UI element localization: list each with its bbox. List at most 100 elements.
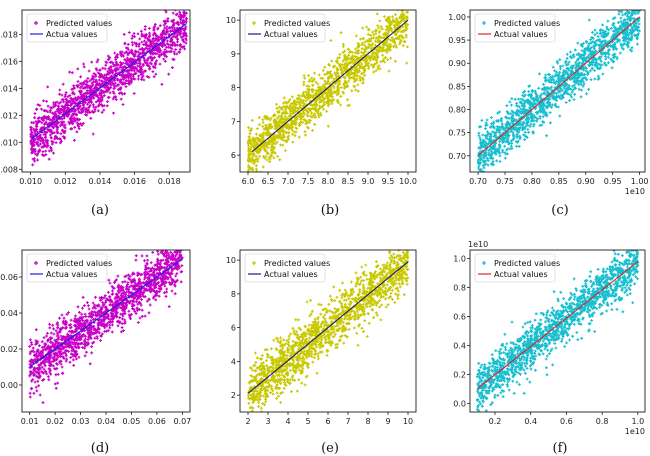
predicted-point [272, 114, 275, 118]
predicted-point [531, 113, 535, 117]
predicted-point [282, 96, 286, 100]
predicted-point [321, 77, 324, 80]
predicted-point [326, 100, 330, 104]
predicted-point [570, 95, 573, 99]
predicted-point [312, 112, 316, 116]
predicted-point [69, 104, 72, 107]
predicted-point [83, 80, 86, 84]
predicted-point [43, 109, 47, 112]
predicted-point [121, 76, 125, 79]
predicted-point [68, 360, 72, 364]
predicted-point [141, 74, 145, 78]
predicted-point [384, 56, 387, 59]
predicted-point [280, 126, 284, 130]
predicted-point [313, 123, 317, 126]
predicted-point [343, 86, 346, 90]
predicted-point [602, 51, 605, 55]
predicted-point [307, 121, 311, 124]
predicted-point [29, 139, 33, 143]
predicted-point [505, 104, 509, 108]
predicted-point [160, 82, 164, 86]
predicted-point [104, 63, 108, 67]
predicted-point [482, 156, 486, 160]
predicted-point [293, 116, 297, 120]
predicted-point [107, 57, 111, 61]
predicted-point [30, 149, 34, 152]
predicted-point [582, 56, 586, 60]
predicted-point [292, 99, 296, 103]
predicted-point [567, 69, 571, 72]
predicted-point [121, 103, 125, 106]
predicted-point [304, 122, 308, 126]
predicted-point [637, 26, 640, 29]
predicted-point [478, 146, 482, 150]
predicted-point [545, 101, 549, 105]
predicted-point [625, 25, 628, 28]
predicted-point [176, 22, 180, 26]
predicted-point [122, 66, 125, 69]
predicted-point [574, 66, 578, 70]
predicted-point [151, 33, 155, 37]
predicted-point [522, 103, 526, 107]
predicted-point [348, 51, 351, 54]
predicted-point [111, 97, 115, 101]
predicted-point [287, 137, 290, 141]
predicted-point [281, 138, 285, 142]
predicted-point [144, 69, 147, 73]
y-tick-label: 7 [231, 117, 236, 126]
predicted-point [521, 123, 525, 127]
predicted-point [394, 44, 398, 47]
predicted-point [586, 49, 590, 52]
predicted-point [634, 6, 637, 9]
predicted-point [285, 104, 289, 108]
predicted-point [61, 98, 65, 102]
predicted-point [152, 49, 156, 52]
predicted-point [394, 13, 397, 16]
x-tick-label: 7.0 [282, 177, 295, 186]
predicted-point [564, 101, 568, 104]
predicted-point [251, 168, 255, 172]
predicted-point [523, 93, 527, 97]
predicted-point [143, 28, 147, 31]
predicted-point [582, 77, 585, 80]
predicted-point [112, 87, 116, 90]
predicted-point [535, 93, 538, 97]
predicted-point [172, 247, 175, 250]
predicted-point [290, 102, 293, 105]
predicted-point [617, 27, 621, 31]
predicted-point [59, 124, 62, 128]
predicted-point [577, 87, 581, 91]
predicted-point [371, 30, 374, 34]
predicted-point [580, 88, 583, 92]
predicted-point [538, 115, 542, 118]
predicted-point [626, 43, 630, 47]
predicted-point [310, 94, 314, 98]
predicted-point [508, 147, 512, 151]
predicted-point [500, 119, 503, 123]
legend-marker-predicted [482, 21, 486, 25]
predicted-point [58, 111, 62, 115]
predicted-point [506, 126, 509, 129]
predicted-point [63, 123, 67, 127]
predicted-point [95, 335, 99, 338]
predicted-point [621, 13, 625, 17]
predicted-point [623, 34, 627, 38]
predicted-point [484, 162, 488, 166]
predicted-point [507, 116, 511, 120]
predicted-point [266, 158, 269, 162]
predicted-point [637, 5, 640, 8]
predicted-point [101, 81, 105, 85]
predicted-point [46, 104, 50, 108]
predicted-point [179, 17, 183, 20]
predicted-point [139, 66, 143, 70]
predicted-point [506, 152, 509, 156]
predicted-point [35, 123, 38, 127]
predicted-point [365, 25, 369, 29]
predicted-point [126, 56, 129, 60]
predicted-point [515, 113, 518, 117]
predicted-point [181, 45, 184, 49]
predicted-point [74, 112, 78, 116]
predicted-point [251, 158, 254, 162]
predicted-point [307, 80, 311, 83]
predicted-point [145, 41, 148, 45]
